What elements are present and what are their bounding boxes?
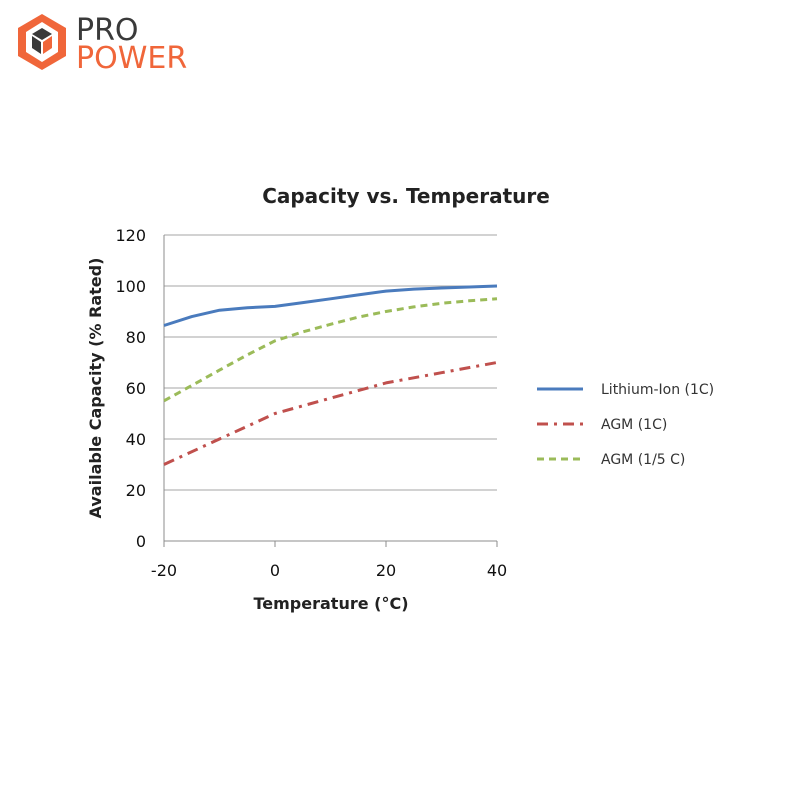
pro-power-logo: PRO POWER [18, 13, 187, 74]
legend: Lithium-Ion (1C) AGM (1C) AGM (1/5 C) [537, 382, 714, 468]
series-line [163, 284, 498, 327]
x-tick-label: 40 [487, 561, 507, 580]
x-tick-labels: -20 0 20 40 [151, 561, 507, 580]
y-tick-label: 100 [115, 277, 146, 296]
logo-text-power: POWER [76, 41, 187, 74]
x-axis-label: Temperature (°C) [253, 594, 408, 613]
y-tick-label: 120 [115, 226, 146, 245]
series-lines [163, 284, 498, 466]
y-tick-labels: 0 20 40 60 80 100 120 [115, 226, 146, 551]
y-tick-label: 0 [136, 532, 146, 551]
series-line [163, 361, 498, 466]
y-tick-label: 20 [126, 481, 146, 500]
logo-text-pro: PRO [76, 13, 139, 48]
x-tick-label: 0 [270, 561, 280, 580]
y-tick-label: 60 [126, 379, 146, 398]
logo-mark-icon [18, 14, 66, 70]
legend-label: Lithium-Ion (1C) [601, 382, 714, 398]
x-tick-label: 20 [376, 561, 396, 580]
series-line [163, 297, 498, 403]
axes [163, 235, 498, 547]
x-tick-label: -20 [151, 561, 177, 580]
gridlines [164, 234, 497, 491]
legend-label: AGM (1C) [601, 417, 667, 433]
y-axis-label: Available Capacity (% Rated) [86, 258, 105, 519]
y-tick-label: 40 [126, 430, 146, 449]
chart-title: Capacity vs. Temperature [262, 184, 550, 208]
y-tick-label: 80 [126, 328, 146, 347]
legend-label: AGM (1/5 C) [601, 452, 685, 468]
